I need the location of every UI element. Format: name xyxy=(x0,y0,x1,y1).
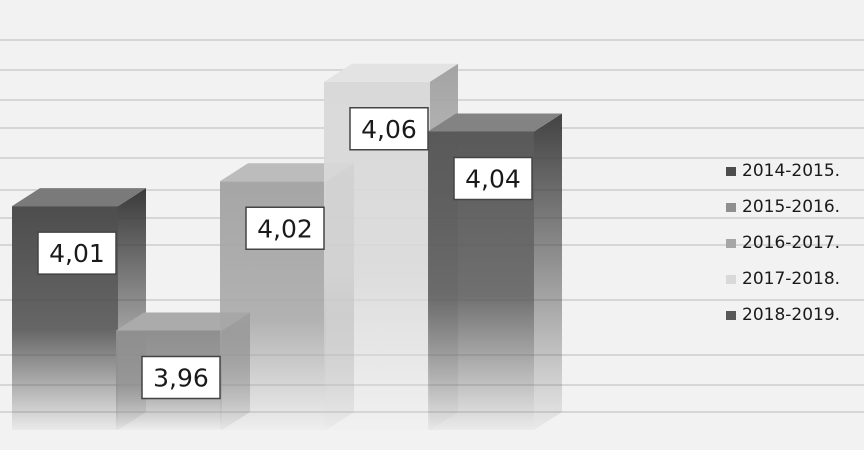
legend-item: 2017-2018. xyxy=(726,269,840,289)
bar-side xyxy=(534,114,562,431)
legend-label: 2014-2015. xyxy=(742,161,840,181)
data-label-text: 4,02 xyxy=(257,214,313,243)
legend-swatch xyxy=(726,239,736,248)
legend-label: 2017-2018. xyxy=(742,269,840,289)
data-label-text: 3,96 xyxy=(153,364,209,393)
legend-swatch xyxy=(726,275,736,284)
data-label: 4,06 xyxy=(350,108,428,150)
legend-label: 2016-2017. xyxy=(742,233,840,253)
legend-item: 2016-2017. xyxy=(726,233,840,253)
legend-swatch xyxy=(726,167,736,176)
data-label: 3,96 xyxy=(142,357,220,399)
legend-item: 2018-2019. xyxy=(726,305,840,325)
data-label-text: 4,06 xyxy=(361,115,417,144)
legend-label: 2015-2016. xyxy=(742,197,840,217)
data-label-text: 4,04 xyxy=(465,165,521,194)
legend-swatch xyxy=(726,311,736,320)
data-label: 4,02 xyxy=(246,207,324,249)
data-label-text: 4,01 xyxy=(49,239,105,268)
legend-label: 2018-2019. xyxy=(742,305,840,325)
legend-item: 2014-2015. xyxy=(726,161,840,181)
legend-item: 2015-2016. xyxy=(726,197,840,217)
legend-swatch xyxy=(726,203,736,212)
data-label: 4,04 xyxy=(454,158,532,200)
data-label: 4,01 xyxy=(38,232,116,274)
